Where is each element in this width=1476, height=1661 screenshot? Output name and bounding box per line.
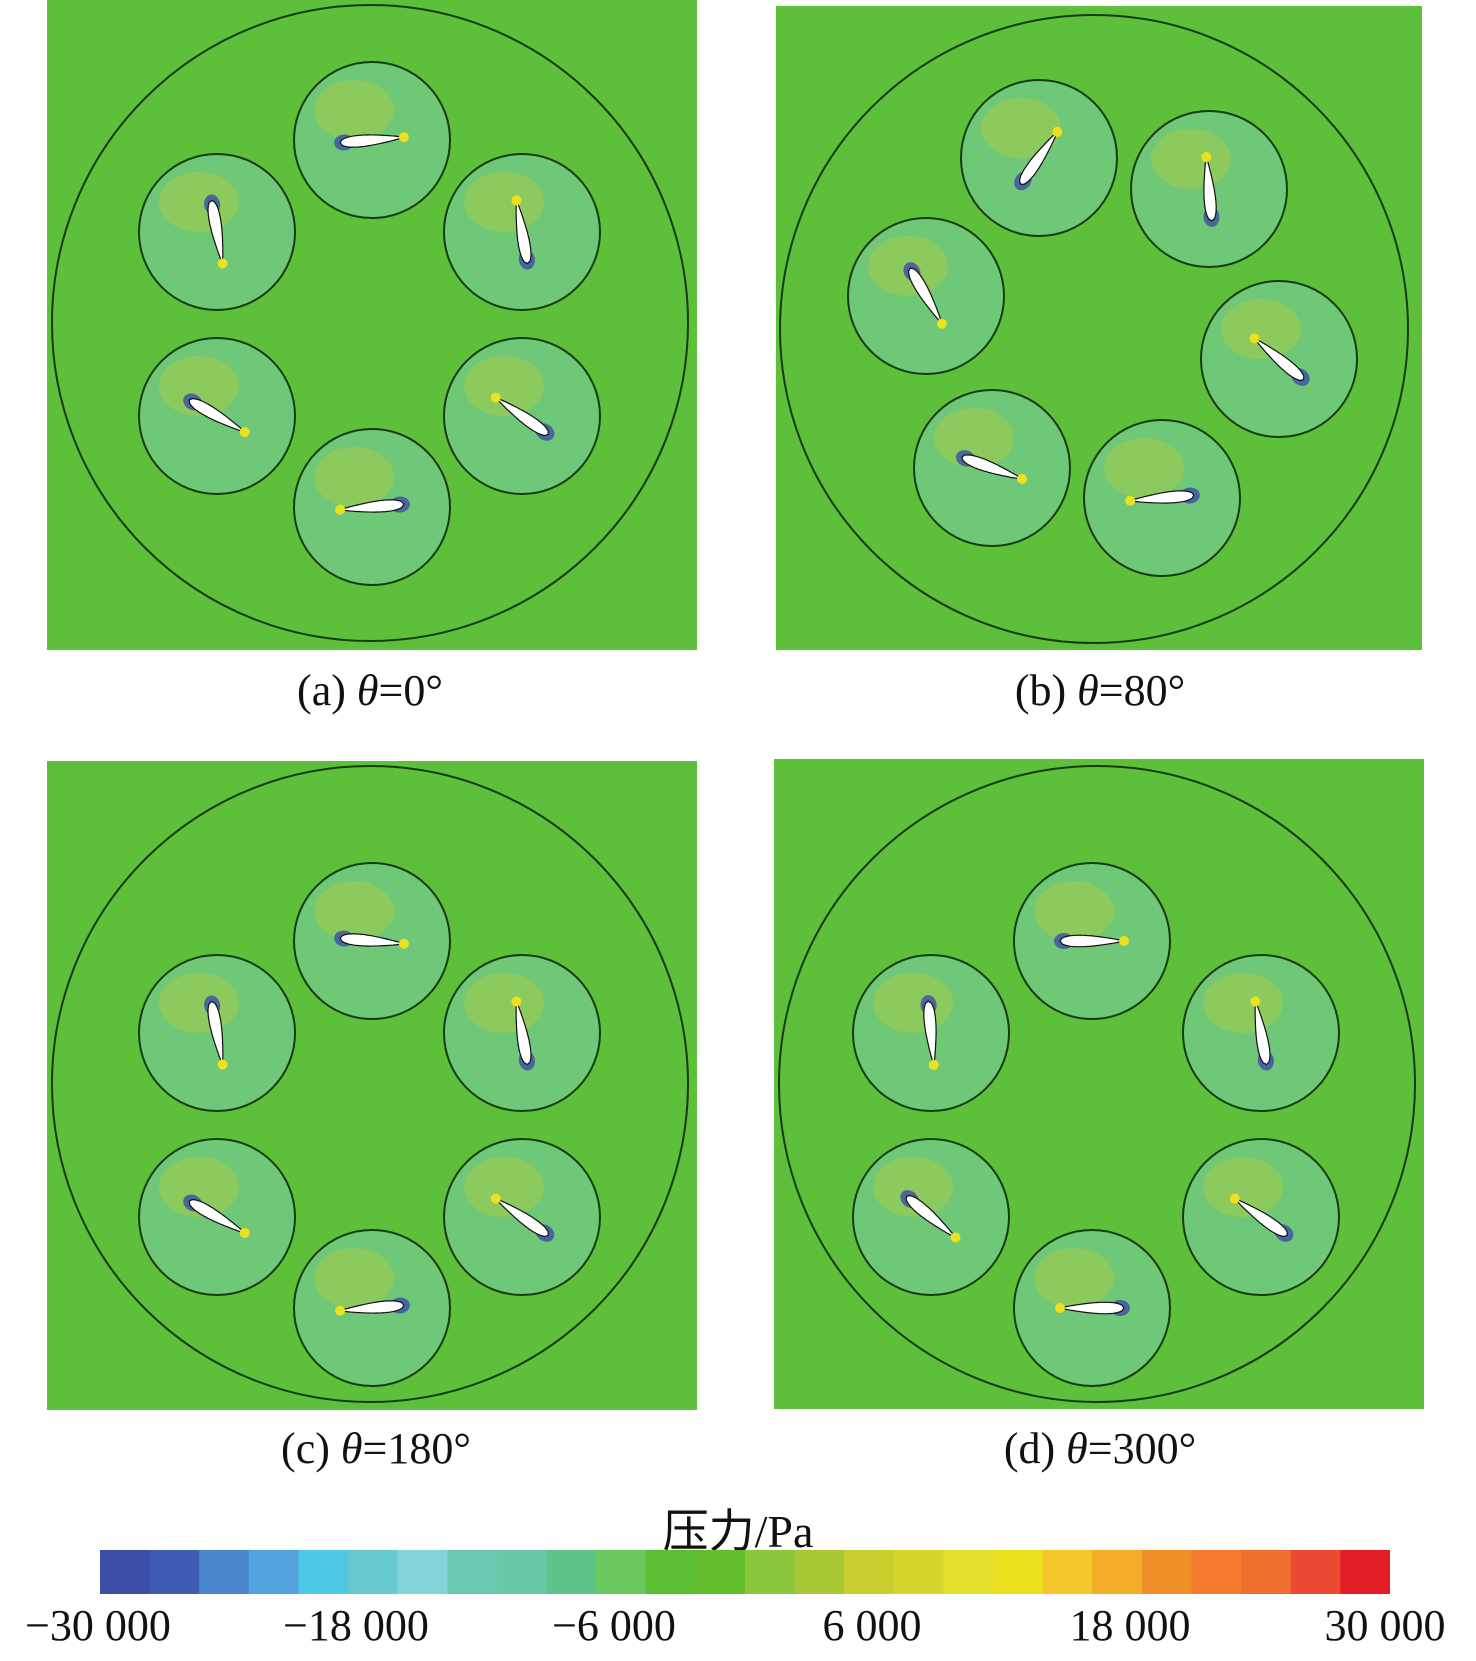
high-pressure-zone bbox=[314, 881, 394, 941]
colorbar-tick: 30 000 bbox=[1325, 1600, 1446, 1651]
caption-d: (d) θ=300° bbox=[900, 1423, 1300, 1474]
rotor-zone bbox=[139, 955, 295, 1111]
rotor-zone bbox=[1014, 863, 1170, 1019]
caption-c: (c) θ=180° bbox=[176, 1423, 576, 1474]
high-pressure-zone bbox=[1034, 881, 1114, 941]
rotor-zone bbox=[1183, 1139, 1339, 1295]
rotor-zone bbox=[294, 62, 450, 218]
stagnation-point bbox=[1119, 936, 1129, 946]
colorbar-segment bbox=[646, 1550, 696, 1594]
panel-a bbox=[47, 0, 697, 650]
colorbar-segment bbox=[844, 1550, 894, 1594]
panel-d bbox=[774, 759, 1424, 1409]
colorbar-segment bbox=[1192, 1550, 1242, 1594]
colorbar-segment bbox=[447, 1550, 497, 1594]
high-pressure-zone bbox=[314, 447, 394, 507]
rotor-zone bbox=[139, 154, 295, 310]
colorbar-segment bbox=[745, 1550, 795, 1594]
colorbar-segment bbox=[547, 1550, 597, 1594]
colorbar-segment bbox=[199, 1550, 249, 1594]
panel-c bbox=[47, 761, 697, 1410]
rotor-zone bbox=[294, 429, 450, 585]
pressure-contour-c bbox=[47, 761, 697, 1410]
colorbar-segment bbox=[348, 1550, 398, 1594]
rotor-zone bbox=[848, 218, 1004, 374]
colorbar-segment bbox=[150, 1550, 200, 1594]
colorbar-segment bbox=[249, 1550, 299, 1594]
rotor-zone bbox=[444, 955, 600, 1111]
rotor-zone bbox=[914, 390, 1070, 546]
caption-b: (b) θ=80° bbox=[900, 665, 1300, 716]
colorbar-segment bbox=[497, 1550, 547, 1594]
rotor-zone bbox=[444, 338, 600, 494]
rotor-zone bbox=[961, 80, 1117, 236]
pressure-contour-d bbox=[774, 759, 1424, 1409]
colorbar-segment bbox=[1241, 1550, 1291, 1594]
pressure-contour-b bbox=[776, 6, 1422, 650]
colorbar-tick: 6 000 bbox=[823, 1600, 922, 1651]
stagnation-point bbox=[1055, 1303, 1065, 1313]
colorbar-segment bbox=[1043, 1550, 1093, 1594]
colorbar-segment bbox=[298, 1550, 348, 1594]
colorbar-segment bbox=[943, 1550, 993, 1594]
rotor-zone bbox=[853, 1139, 1009, 1295]
rotor-zone bbox=[139, 1139, 295, 1295]
colorbar-tick: −30 000 bbox=[25, 1600, 171, 1651]
high-pressure-zone bbox=[1104, 438, 1184, 498]
high-pressure-zone bbox=[464, 973, 544, 1033]
high-pressure-zone bbox=[159, 973, 239, 1033]
colorbar-segment bbox=[596, 1550, 646, 1594]
high-pressure-zone bbox=[159, 172, 239, 232]
high-pressure-zone bbox=[873, 973, 953, 1033]
colorbar-segment bbox=[993, 1550, 1043, 1594]
rotor-zone bbox=[853, 955, 1009, 1111]
colorbar bbox=[100, 1550, 1390, 1594]
colorbar-segment bbox=[695, 1550, 745, 1594]
rotor-zone bbox=[444, 154, 600, 310]
rotor-zone bbox=[1201, 281, 1357, 437]
colorbar-segment bbox=[1291, 1550, 1341, 1594]
colorbar-segment bbox=[1340, 1550, 1390, 1594]
rotor-zone bbox=[444, 1139, 600, 1295]
caption-a: (a) θ=0° bbox=[170, 665, 570, 716]
high-pressure-zone bbox=[314, 80, 394, 140]
high-pressure-zone bbox=[1034, 1248, 1114, 1308]
high-pressure-zone bbox=[1221, 299, 1301, 359]
high-pressure-zone bbox=[464, 172, 544, 232]
panel-b bbox=[776, 6, 1422, 650]
rotor-zone bbox=[294, 863, 450, 1019]
colorbar-segment bbox=[894, 1550, 944, 1594]
colorbar-tick: −18 000 bbox=[283, 1600, 429, 1651]
rotor-zone bbox=[1084, 420, 1240, 576]
colorbar-segment bbox=[100, 1550, 150, 1594]
colorbar-tick: −6 000 bbox=[552, 1600, 676, 1651]
colorbar-segment bbox=[795, 1550, 845, 1594]
rotor-zone bbox=[1183, 955, 1339, 1111]
high-pressure-zone bbox=[1151, 129, 1231, 189]
colorbar-segment bbox=[1142, 1550, 1192, 1594]
rotor-zone bbox=[294, 1230, 450, 1386]
high-pressure-zone bbox=[314, 1248, 394, 1308]
rotor-zone bbox=[1131, 111, 1287, 267]
high-pressure-zone bbox=[1203, 973, 1283, 1033]
colorbar-tick: 18 000 bbox=[1070, 1600, 1191, 1651]
rotor-zone bbox=[139, 338, 295, 494]
colorbar-segment bbox=[398, 1550, 448, 1594]
pressure-contour-a bbox=[47, 0, 697, 650]
colorbar-segment bbox=[1092, 1550, 1142, 1594]
rotor-zone bbox=[1014, 1230, 1170, 1386]
